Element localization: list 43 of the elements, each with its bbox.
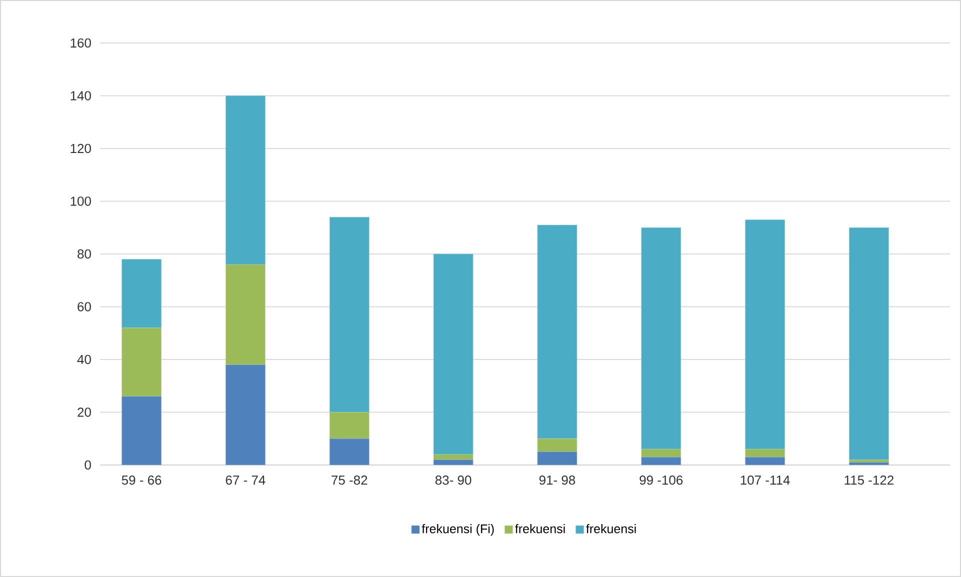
bar: [537, 438, 578, 452]
bar: [537, 452, 578, 465]
bar: [433, 454, 474, 460]
bar: [330, 412, 370, 439]
bar: [745, 449, 785, 458]
bar: [849, 227, 889, 460]
bar: [641, 449, 682, 458]
bar: [122, 259, 162, 328]
x-tick-label: 107 -114: [740, 476, 790, 485]
x-tick-label: 67 - 74: [226, 476, 266, 485]
legend-label: frekuensi: [586, 524, 636, 534]
bar: [330, 216, 370, 412]
x-tick-label: 83- 90: [435, 476, 472, 485]
x-tick-label: 99 -106: [640, 476, 683, 485]
y-tick-label: 20: [78, 408, 91, 417]
y-tick-label: 80: [78, 249, 91, 259]
bar: [641, 456, 682, 465]
y-tick-label: 60: [78, 302, 91, 312]
x-tick-label: 115 -122: [844, 476, 894, 485]
x-tick-label: 75 -82: [332, 476, 368, 485]
y-tick-label: 100: [70, 196, 91, 206]
bar: [330, 438, 370, 465]
y-tick-label: 0: [84, 460, 91, 470]
bar: [537, 224, 578, 439]
y-tick-label: 140: [70, 91, 91, 100]
bar: [849, 462, 889, 465]
bar: [122, 396, 162, 465]
y-tick-label: 120: [70, 144, 91, 154]
x-tick-label: 91- 98: [539, 476, 576, 485]
bar: [745, 220, 785, 450]
bar: [745, 456, 785, 465]
x-tick-label: 59 - 66: [122, 476, 162, 485]
bar: [226, 96, 266, 265]
bar: [122, 328, 162, 397]
bar: [226, 264, 266, 365]
bar: [641, 227, 682, 450]
bar: [226, 364, 266, 465]
legend-label: frekuensi (Fi): [422, 524, 494, 536]
y-tick-label: 160: [70, 38, 91, 48]
y-tick-label: 40: [77, 354, 91, 364]
legend-label: frekuensi: [515, 524, 565, 534]
bar: [433, 254, 474, 455]
bar: [433, 460, 474, 465]
